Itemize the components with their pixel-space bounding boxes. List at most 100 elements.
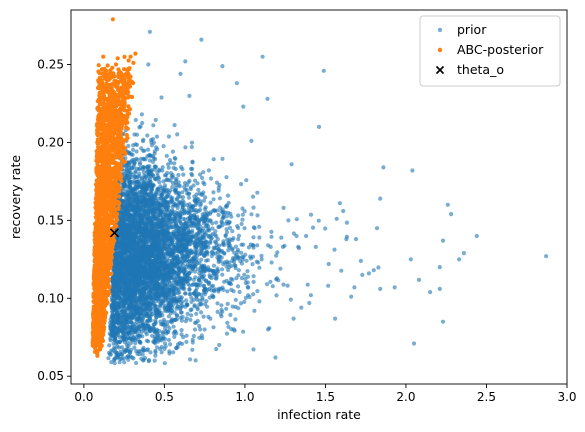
prior-point — [161, 226, 166, 231]
prior-point — [171, 165, 176, 170]
prior-point — [163, 344, 168, 349]
prior-point — [243, 280, 248, 286]
prior-point — [148, 246, 153, 251]
prior-point — [128, 336, 133, 341]
prior-point — [146, 197, 152, 202]
prior-point — [143, 278, 148, 283]
prior-point — [184, 339, 189, 344]
prior-point — [228, 276, 234, 281]
prior-point — [163, 212, 169, 217]
prior-point — [172, 310, 177, 315]
prior-point — [179, 285, 184, 290]
prior-point — [122, 231, 127, 236]
prior-point — [149, 309, 154, 314]
prior-point — [113, 334, 118, 339]
prior-point — [152, 149, 157, 154]
prior-point — [316, 218, 321, 223]
prior-point — [217, 196, 222, 201]
prior-point — [250, 254, 256, 259]
prior-point — [181, 172, 186, 177]
prior-point — [184, 277, 189, 282]
prior-point — [235, 256, 240, 261]
prior-point — [217, 286, 222, 291]
prior-point — [171, 350, 176, 355]
prior-point — [194, 311, 199, 316]
prior-point — [198, 268, 203, 273]
prior-point — [142, 185, 147, 190]
prior-point — [214, 180, 220, 185]
prior-point — [255, 243, 260, 248]
prior-point — [376, 265, 381, 270]
prior-point — [214, 220, 219, 225]
prior-point — [149, 333, 155, 338]
prior-point — [175, 228, 180, 234]
prior-point — [189, 313, 194, 318]
prior-point — [207, 295, 212, 300]
prior-point — [112, 325, 118, 330]
prior-point — [157, 346, 163, 352]
prior-point — [245, 269, 250, 274]
prior-point — [270, 284, 275, 289]
prior-point — [121, 356, 126, 361]
prior-point — [144, 261, 149, 266]
prior-point — [173, 156, 178, 161]
prior-point — [167, 217, 172, 223]
prior-point — [184, 298, 189, 303]
prior-point — [251, 279, 256, 284]
prior-point — [227, 280, 232, 285]
prior-point — [236, 306, 241, 311]
prior-point — [233, 263, 238, 268]
prior-point — [123, 248, 128, 253]
prior-point — [204, 279, 209, 284]
prior-point — [151, 300, 156, 306]
prior-point — [106, 356, 111, 361]
prior-point — [159, 95, 164, 100]
prior-point — [219, 303, 224, 308]
prior-point — [332, 247, 337, 252]
prior-point — [183, 145, 188, 150]
prior-point — [269, 260, 274, 265]
prior-point — [228, 312, 233, 317]
prior-point — [165, 170, 170, 175]
prior-point — [223, 221, 228, 226]
prior-point — [240, 212, 245, 217]
prior-point — [225, 289, 230, 294]
prior-point — [170, 149, 175, 154]
prior-point — [165, 320, 170, 325]
prior-point — [178, 277, 183, 282]
prior-point — [129, 166, 134, 171]
prior-point — [131, 143, 136, 148]
prior-point — [305, 282, 310, 287]
prior-point — [134, 142, 140, 147]
prior-point — [111, 341, 116, 346]
prior-point — [191, 333, 196, 339]
prior-point — [224, 306, 229, 311]
prior-point — [239, 250, 244, 255]
prior-point — [120, 309, 125, 314]
prior-point — [158, 274, 163, 279]
prior-point — [227, 225, 233, 230]
prior-point — [229, 214, 234, 219]
prior-point — [257, 224, 262, 229]
prior-point — [172, 161, 177, 166]
prior-point — [199, 310, 204, 315]
prior-point — [160, 322, 165, 327]
prior-point — [197, 323, 202, 329]
prior-point — [133, 277, 138, 282]
prior-point — [255, 289, 260, 294]
prior-point — [129, 306, 134, 311]
prior-point — [183, 291, 188, 296]
prior-point — [187, 178, 192, 183]
prior-point — [190, 166, 195, 171]
prior-point — [161, 317, 166, 322]
prior-point — [161, 293, 167, 298]
prior-point — [145, 252, 150, 257]
prior-point — [122, 203, 128, 208]
prior-point — [242, 272, 247, 277]
prior-point — [152, 280, 157, 285]
prior-point — [113, 356, 118, 361]
prior-point — [186, 211, 191, 216]
prior-point — [226, 324, 231, 329]
prior-point — [242, 226, 247, 231]
prior-point — [180, 341, 185, 346]
